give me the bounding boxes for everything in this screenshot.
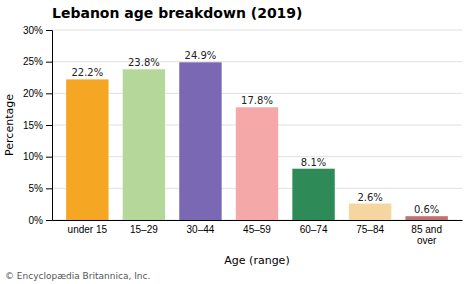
y-tick-label: 30% — [23, 25, 43, 36]
y-tick: 30% — [23, 25, 52, 36]
data-label: 17.8% — [241, 95, 273, 106]
data-label: 22.2% — [71, 67, 103, 78]
x-tick: under 15 — [68, 220, 108, 235]
bar — [179, 62, 221, 220]
x-tick: 45–59 — [243, 220, 271, 235]
x-tick: 85 andover — [411, 220, 442, 246]
bar — [405, 216, 447, 220]
y-axis-title: Percentage — [3, 94, 16, 156]
data-labels: 22.2% 23.8% 24.9% 17.8% 8.1% 2.6% 0.6% — [71, 50, 439, 215]
grid-line — [52, 61, 462, 62]
y-tick-mark — [46, 93, 52, 94]
chart: 0% 5% 10% 15% 20% 25% 30% under 15 15–29 30–44 45–… — [0, 0, 474, 284]
y-tick-mark — [46, 62, 52, 63]
y-tick-mark — [46, 220, 52, 221]
x-tick: 60–74 — [300, 220, 328, 235]
plot-area: 0% 5% 10% 15% 20% 25% 30% under 15 15–29 30–44 45–… — [23, 25, 463, 246]
bar — [292, 169, 334, 220]
y-tick-label: 20% — [23, 88, 43, 99]
grid — [52, 30, 462, 220]
x-axis-title: Age (range) — [224, 254, 289, 267]
x-tick-label: 85 andover — [411, 224, 442, 246]
y-tick: 20% — [23, 88, 52, 99]
x-tick-label: 15–29 — [130, 224, 158, 235]
y-tick-mark — [46, 188, 52, 189]
data-label: 23.8% — [128, 57, 160, 68]
x-tick: 75–84 — [356, 220, 384, 235]
data-label: 8.1% — [301, 157, 326, 168]
y-tick-mark — [46, 157, 52, 158]
y-axis: 0% 5% 10% 15% 20% 25% 30% — [23, 25, 53, 226]
y-tick-label: 15% — [23, 120, 43, 131]
footnote: © Encyclopædia Britannica, Inc. — [5, 271, 150, 281]
data-label: 0.6% — [414, 204, 439, 215]
data-label: 2.6% — [357, 192, 382, 203]
bar — [236, 107, 278, 220]
y-tick-label: 25% — [23, 56, 43, 67]
title: Lebanon age breakdown (2019) — [52, 5, 303, 21]
y-tick-label: 5% — [29, 183, 44, 194]
bars — [66, 62, 448, 220]
y-tick-mark — [46, 125, 52, 126]
y-tick: 15% — [23, 120, 52, 131]
grid-line — [52, 30, 462, 31]
x-tick-label: 45–59 — [243, 224, 271, 235]
x-tick-label: 60–74 — [300, 224, 328, 235]
y-tick: 25% — [23, 56, 52, 67]
y-tick-mark — [46, 30, 52, 31]
data-label: 24.9% — [185, 50, 217, 61]
grid-line — [52, 93, 462, 94]
bar — [66, 79, 108, 220]
x-tick: 30–44 — [187, 220, 215, 235]
x-tick-label: under 15 — [68, 224, 108, 235]
bar — [123, 69, 165, 220]
x-tick-label: 30–44 — [187, 224, 215, 235]
x-tick-label: 75–84 — [356, 224, 384, 235]
x-axis-line — [53, 220, 463, 221]
x-axis: under 15 15–29 30–44 45–59 60–74 75–84 85 ando… — [53, 220, 463, 246]
y-axis-line — [46, 31, 53, 221]
x-tick: 15–29 — [130, 220, 158, 235]
y-tick-label: 0% — [29, 215, 44, 226]
bar — [349, 204, 391, 220]
y-tick: 0% — [29, 215, 52, 226]
y-tick: 5% — [29, 183, 52, 194]
y-tick: 10% — [23, 151, 52, 162]
y-tick-label: 10% — [23, 151, 43, 162]
